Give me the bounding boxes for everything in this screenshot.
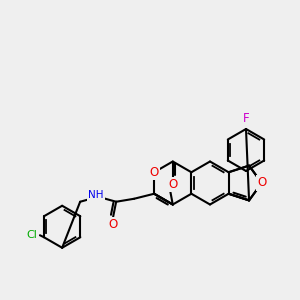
- Text: O: O: [257, 176, 266, 190]
- Text: NH: NH: [88, 190, 104, 200]
- Text: Cl: Cl: [26, 230, 38, 240]
- Text: O: O: [149, 166, 159, 179]
- Text: O: O: [109, 218, 118, 231]
- Text: O: O: [168, 178, 177, 191]
- Text: F: F: [243, 112, 249, 125]
